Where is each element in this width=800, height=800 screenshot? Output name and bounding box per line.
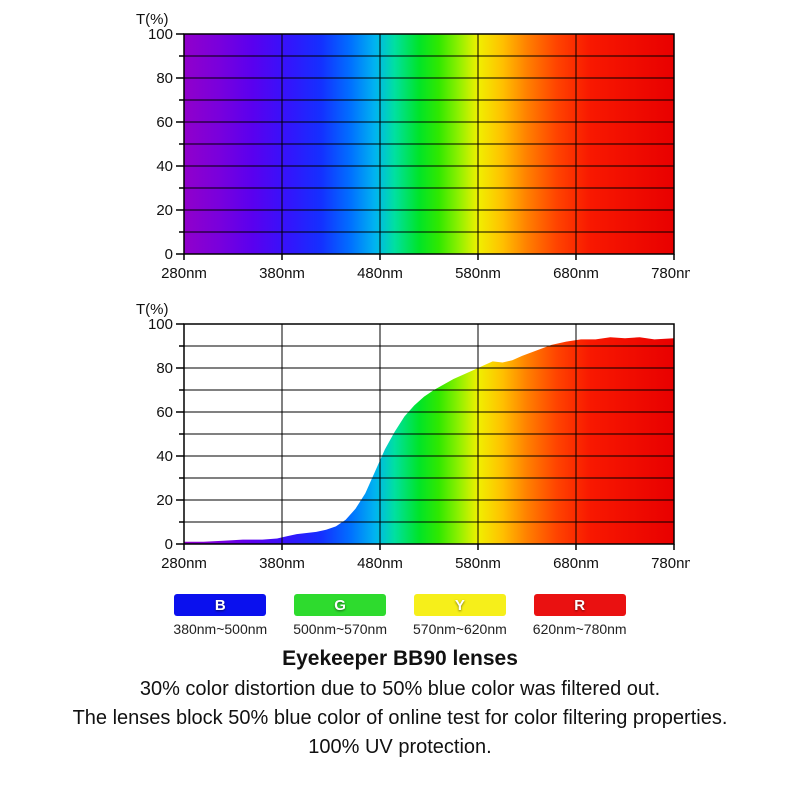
legend-item: B 380nm~500nm (173, 594, 267, 637)
description-line-1: 30% color distortion due to 50% blue col… (139, 678, 661, 700)
y-tick-label: 60 (156, 404, 173, 421)
full-spectrum-chart: 0 20 40 60 80 100 280nm 380nm 480nm 580nm 680nm 780… (110, 6, 690, 296)
legend-range: 620nm~780nm (532, 621, 627, 637)
y-tick-label: 40 (156, 158, 173, 175)
full-spectrum-chart-svg: 0 20 40 60 80 100 280nm 380nm 480nm 580nm 680nm 780… (136, 11, 690, 282)
lens-transmission-chart: 0 20 40 60 80 100 280nm 380nm 480nm 580nm 680nm 780… (110, 296, 690, 586)
legend-swatch-b: B (174, 594, 267, 616)
legend-swatch-r: R (533, 594, 626, 616)
y-tick-label: 40 (156, 448, 173, 465)
spectrum-area (184, 337, 674, 544)
x-tick-label: 280nm (161, 265, 207, 282)
legend-range: 570nm~620nm (413, 621, 507, 637)
lens-transmission-chart-svg: 0 20 40 60 80 100 280nm 380nm 480nm 580nm 680nm 780… (136, 301, 690, 572)
x-tick-label: 480nm (357, 555, 403, 572)
y-tick-label: 100 (148, 26, 173, 43)
description-line-2: The lenses block 50% blue color of onlin… (72, 707, 728, 729)
x-tick-label: 780nm (651, 555, 690, 572)
x-tick-label: 780nm (651, 265, 690, 282)
y-tick-label: 0 (165, 246, 173, 263)
legend-item: Y 570nm~620nm (413, 594, 507, 637)
x-tick-label: 680nm (553, 555, 599, 572)
y-axis-label: T(%) (136, 301, 169, 318)
x-tick-label: 280nm (161, 555, 207, 572)
y-tick-label: 20 (156, 492, 173, 509)
legend-item: G 500nm~570nm (293, 594, 387, 637)
x-tick-label: 380nm (259, 555, 305, 572)
y-tick-label: 0 (165, 536, 173, 553)
legend-swatch-g: G (294, 594, 387, 616)
x-tick-label: 680nm (553, 265, 599, 282)
x-tick-label: 480nm (357, 265, 403, 282)
y-tick-label: 80 (156, 360, 173, 377)
legend-range: 380nm~500nm (173, 621, 268, 637)
legend-item: R 620nm~780nm (533, 594, 627, 637)
legend: B 380nm~500nm G 500nm~570nm Y 570nm~620nm R 620… (173, 594, 627, 637)
y-tick-label: 80 (156, 70, 173, 87)
description-line-3: 100% UV protection. (308, 736, 492, 758)
page-title: Eyekeeper BB90 lenses (282, 647, 518, 670)
y-tick-label: 60 (156, 114, 173, 131)
legend-swatch-y: Y (413, 594, 506, 616)
legend-range: 500nm~570nm (293, 621, 387, 637)
y-axis-label: T(%) (136, 11, 169, 28)
y-tick-label: 20 (156, 202, 173, 219)
y-tick-label: 100 (148, 316, 173, 333)
x-tick-label: 580nm (455, 265, 501, 282)
x-tick-label: 580nm (455, 555, 501, 572)
x-tick-label: 380nm (259, 265, 305, 282)
